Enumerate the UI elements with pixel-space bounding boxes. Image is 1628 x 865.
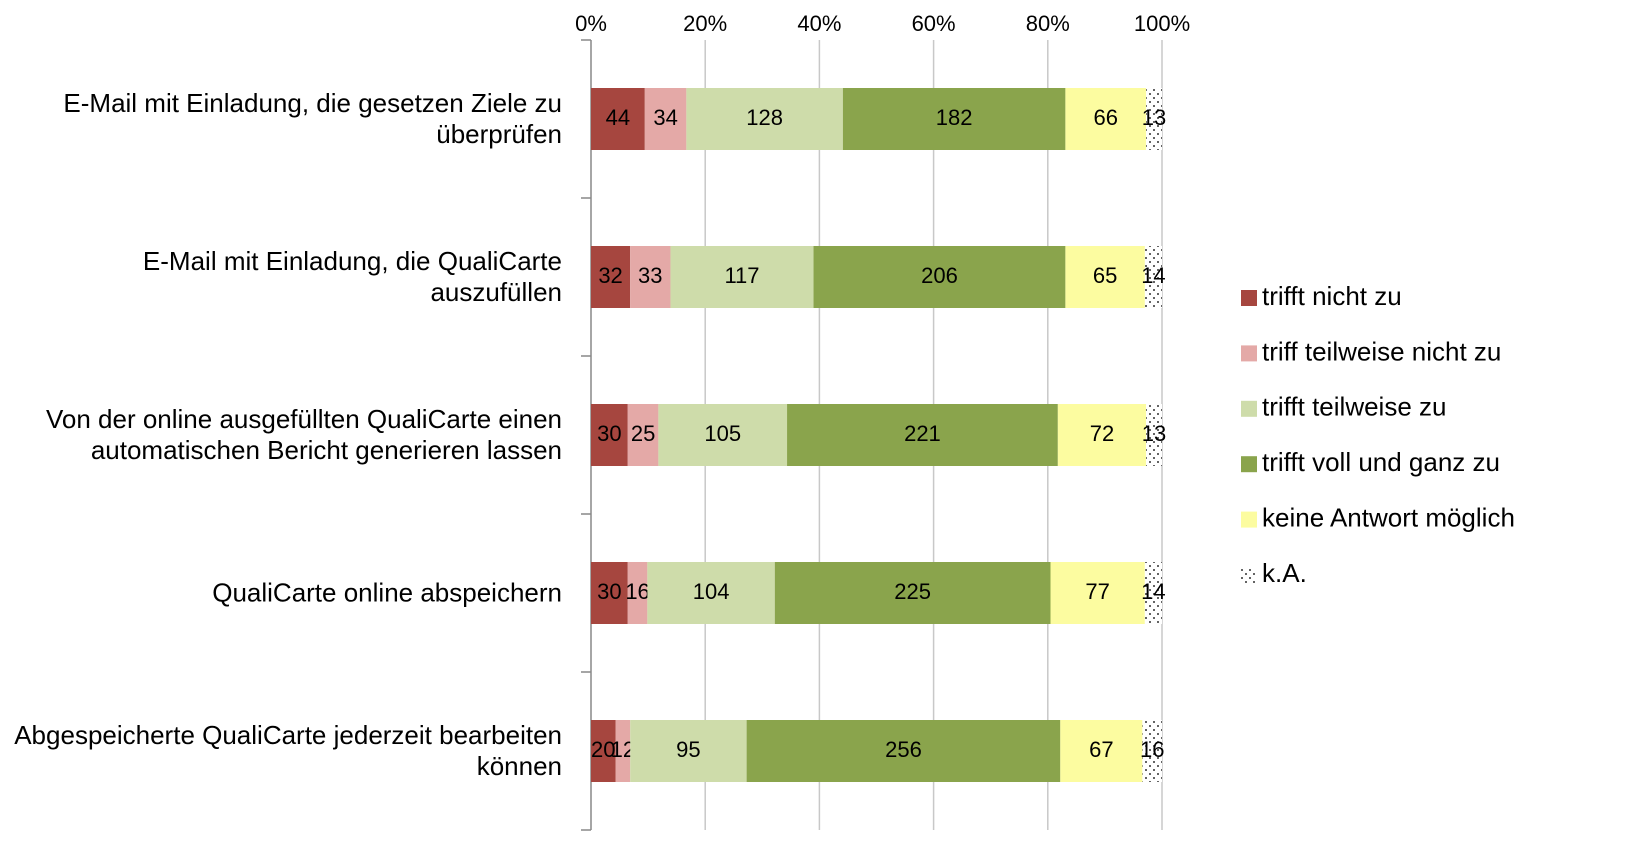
bar-segment [1142, 720, 1162, 782]
data-label: 25 [631, 421, 655, 446]
data-label: 34 [653, 105, 677, 130]
bar-segment [627, 562, 648, 624]
data-label: 77 [1085, 579, 1109, 604]
data-label: 95 [676, 737, 700, 762]
bar-segment [1065, 88, 1147, 150]
data-label: 44 [606, 105, 630, 130]
legend-swatch [1241, 456, 1257, 473]
legend-label: trifft nicht zu [1262, 281, 1402, 311]
legend-label: triff teilweise nicht zu [1262, 336, 1501, 366]
legend-label: keine Antwort möglich [1262, 502, 1515, 532]
bar-segment [842, 88, 1066, 150]
legend-label: trifft teilweise zu [1262, 392, 1446, 422]
bar-segment [591, 720, 616, 782]
bar-segment [630, 246, 671, 308]
data-label: 128 [746, 105, 783, 130]
legend-swatch [1241, 345, 1257, 362]
bar-segment [591, 404, 628, 466]
x-tick-label: 100% [1134, 11, 1190, 36]
legend-label: trifft voll und ganz zu [1262, 447, 1500, 477]
legend-swatch [1241, 567, 1257, 583]
x-tick-label: 80% [1026, 11, 1070, 36]
data-label: 67 [1089, 737, 1113, 762]
bar-segment [591, 88, 645, 150]
data-label: 33 [638, 263, 662, 288]
data-label: 20 [591, 737, 615, 762]
data-label: 16 [1140, 737, 1164, 762]
bar-segment [1144, 246, 1162, 308]
bar-segment [746, 720, 1061, 782]
bar-segment [686, 88, 843, 150]
data-label: 182 [936, 105, 973, 130]
data-label: 206 [921, 263, 958, 288]
data-label: 14 [1141, 579, 1165, 604]
legend-swatch [1241, 290, 1257, 306]
x-tick-label: 60% [912, 11, 956, 36]
bar-segment [1146, 404, 1162, 466]
x-tick-label: 40% [797, 11, 841, 36]
category-label: Abgespeicherte QualiCarte jederzeit bear… [14, 720, 562, 781]
data-label: 225 [894, 579, 931, 604]
bar-segment [787, 404, 1058, 466]
bar-segment [1057, 404, 1147, 466]
data-label: 14 [1141, 263, 1165, 288]
bar-segment [774, 562, 1051, 624]
data-label: 13 [1142, 105, 1166, 130]
bar-segment [1050, 562, 1145, 624]
category-label: E-Mail mit Einladung, die gesetzen Ziele… [63, 88, 562, 149]
bar-segment [1146, 88, 1162, 150]
data-label: 30 [597, 579, 621, 604]
bar-segment [647, 562, 775, 624]
bar-segment [627, 404, 659, 466]
bar-segment [658, 404, 788, 466]
data-label: 16 [625, 579, 649, 604]
legend-swatch [1241, 511, 1257, 528]
data-label: 13 [1142, 421, 1166, 446]
data-label: 30 [597, 421, 621, 446]
data-label: 72 [1090, 421, 1114, 446]
category-label: Von der online ausgefüllten QualiCarte e… [45, 404, 562, 465]
data-label: 105 [704, 421, 741, 446]
bar-segment [591, 562, 628, 624]
data-label: 104 [693, 579, 730, 604]
data-label: 117 [724, 263, 759, 288]
bar-segment [615, 720, 631, 782]
bar-segment [813, 246, 1066, 308]
data-label: 256 [885, 737, 922, 762]
data-label: 32 [598, 263, 622, 288]
bar-segment [591, 246, 631, 308]
bar-segment [670, 246, 814, 308]
data-label: 66 [1094, 105, 1118, 130]
category-label: E-Mail mit Einladung, die QualiCarte aus… [142, 246, 562, 307]
bar-segment [1065, 246, 1145, 308]
data-label: 221 [904, 421, 941, 446]
legend-label: k.A. [1262, 558, 1307, 588]
bar-segment [1144, 562, 1162, 624]
bar-segment [1060, 720, 1143, 782]
bar-segment [630, 720, 747, 782]
category-label: QualiCarte online abspeichern [212, 577, 562, 608]
x-tick-label: 20% [683, 11, 727, 36]
data-label: 65 [1093, 263, 1117, 288]
x-tick-label: 0% [575, 11, 607, 36]
legend-swatch [1241, 400, 1257, 417]
bar-segment [644, 88, 687, 150]
